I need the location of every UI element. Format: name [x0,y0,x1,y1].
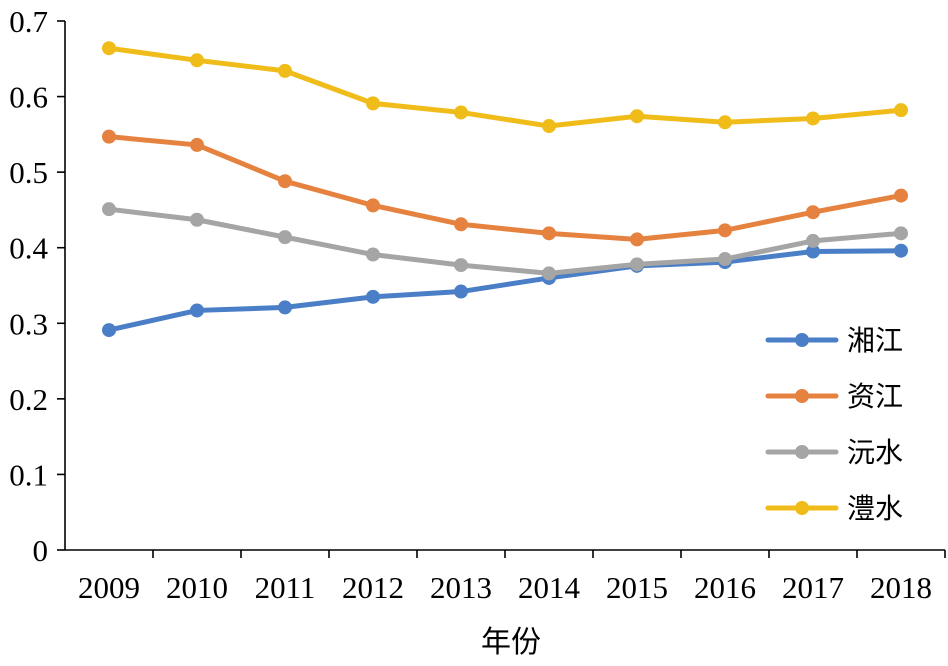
data-point [190,53,204,68]
data-point [102,323,116,338]
data-point [102,202,116,217]
data-point [718,115,732,130]
data-point [102,129,116,144]
data-point [454,217,468,232]
series-沅水 [102,202,908,281]
data-point [278,230,292,245]
data-point [542,119,556,134]
data-point [190,303,204,318]
data-point [190,137,204,152]
series-湘江 [102,243,908,338]
series-line [106,45,904,129]
data-point [806,205,820,220]
series-line [106,248,904,333]
x-tick-label: 2014 [518,570,581,605]
legend-marker [795,501,809,515]
data-point [894,103,908,118]
x-tick-label: 2018 [870,570,932,605]
y-tick-label: 0.3 [9,306,48,341]
data-point [190,212,204,227]
x-tick-label: 2015 [606,570,668,605]
data-point [278,300,292,315]
data-point [542,226,556,241]
data-point [102,41,116,56]
data-point [454,105,468,120]
legend-marker [795,389,809,403]
y-tick-label: 0.5 [9,155,48,190]
data-point [278,63,292,78]
series-line [106,206,904,276]
y-tick-label: 0.1 [9,457,48,492]
data-point [366,289,380,304]
y-tick-label: 0.2 [9,382,48,417]
legend-item: 资江 [765,380,903,413]
y-tick-label: 0 [33,533,49,568]
legend-item: 沅水 [765,436,903,469]
y-tick-label: 0.6 [9,80,48,115]
series-line [106,134,904,242]
x-tick-label: 2011 [255,570,316,605]
data-point [718,252,732,267]
data-point [806,233,820,248]
legend-label: 湘江 [847,324,903,357]
data-point [630,232,644,247]
x-tick-label: 2013 [430,570,492,605]
y-axis-ticks: 0 0.1 0.2 0.3 0.4 0.5 0.6 0.7 [9,4,65,568]
data-point [366,247,380,262]
data-point [894,226,908,241]
y-tick-label: 0.4 [9,231,48,266]
series-资江 [102,129,908,247]
x-tick-label: 2010 [166,570,228,605]
x-tick-label: 2012 [342,570,404,605]
data-point [894,243,908,258]
legend-item: 澧水 [765,492,903,525]
x-axis-ticks: 2009 2010 2011 2012 2013 2014 2015 2016 2017 2018 [78,550,946,605]
data-point [630,257,644,272]
legend-label: 沅水 [847,436,903,469]
data-point [366,96,380,111]
series-澧水 [102,41,908,134]
data-point [454,258,468,273]
legend-marker [795,333,809,347]
x-tick-label: 2009 [78,570,140,605]
data-point [806,111,820,126]
legend-label: 资江 [847,380,903,413]
legend-item: 湘江 [765,324,903,357]
x-axis-title: 年份 [481,625,541,660]
data-point [718,223,732,238]
data-point [454,284,468,299]
y-tick-label: 0.7 [9,4,48,39]
legend-label: 澧水 [847,492,903,525]
data-point [894,188,908,203]
x-tick-label: 2017 [782,570,844,605]
data-point [630,109,644,124]
data-point [542,266,556,281]
data-point [278,174,292,189]
series-layer [102,41,908,338]
data-point [366,198,380,213]
x-tick-label: 2016 [694,570,756,605]
legend-marker [795,445,809,459]
data-point [806,244,820,259]
